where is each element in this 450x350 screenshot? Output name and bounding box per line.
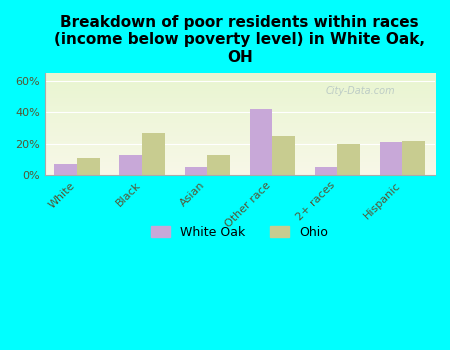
Bar xyxy=(119,155,142,175)
Bar xyxy=(250,109,272,175)
Bar xyxy=(272,136,295,175)
Legend: White Oak, Ohio: White Oak, Ohio xyxy=(147,220,333,244)
Bar xyxy=(338,144,360,175)
Bar xyxy=(77,158,100,175)
Bar xyxy=(142,133,165,175)
Bar xyxy=(315,167,338,175)
Bar xyxy=(207,155,230,175)
Bar xyxy=(402,141,425,175)
Bar xyxy=(184,167,207,175)
Bar xyxy=(380,142,402,175)
Bar xyxy=(54,164,77,175)
Text: City-Data.com: City-Data.com xyxy=(326,86,395,96)
Title: Breakdown of poor residents within races
(income below poverty level) in White O: Breakdown of poor residents within races… xyxy=(54,15,425,65)
